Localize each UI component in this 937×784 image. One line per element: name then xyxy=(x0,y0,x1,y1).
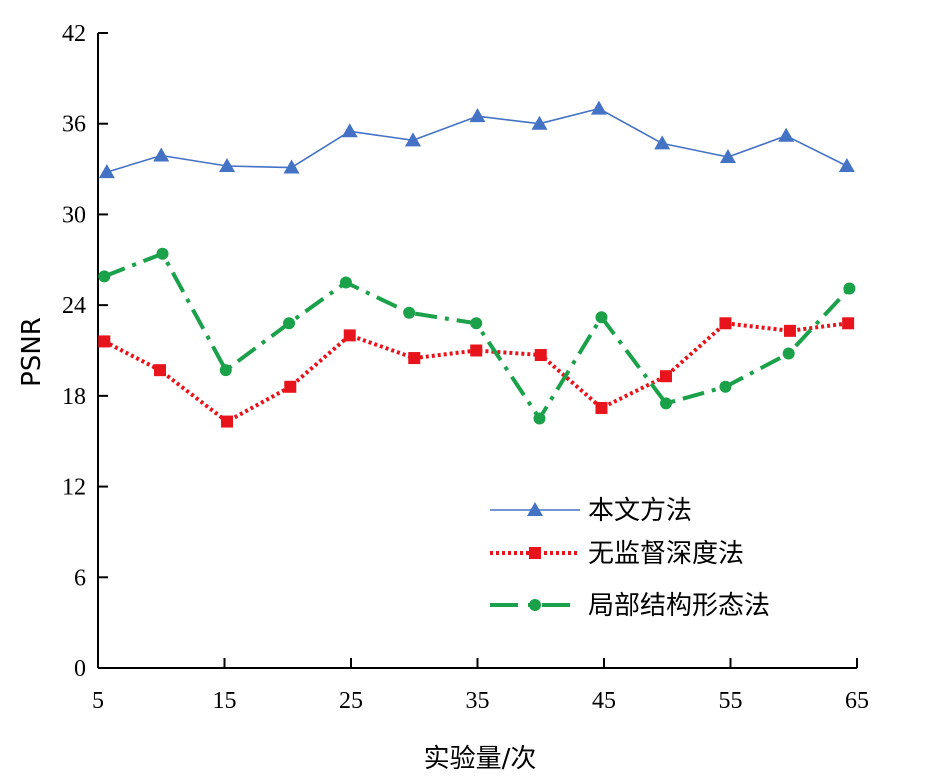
data-point xyxy=(659,397,672,410)
data-point xyxy=(719,380,732,393)
data-point xyxy=(719,148,736,163)
data-point xyxy=(98,335,111,348)
data-point xyxy=(778,127,795,142)
x-tick-label: 5 xyxy=(92,688,104,714)
data-point xyxy=(534,349,547,362)
series-layer xyxy=(98,100,856,428)
data-point xyxy=(838,158,855,173)
data-point xyxy=(654,135,671,150)
data-point xyxy=(533,412,546,425)
x-tick-label: 25 xyxy=(339,688,363,714)
data-point xyxy=(408,352,421,365)
y-tick-label: 0 xyxy=(74,656,86,682)
legend-label: 局部结构形态法 xyxy=(588,591,770,621)
y-tick-label: 36 xyxy=(62,112,86,138)
legend-item: 本文方法 xyxy=(490,496,692,526)
x-tick-label: 65 xyxy=(845,688,869,714)
data-point xyxy=(283,159,300,174)
y-tick-label: 30 xyxy=(62,202,86,228)
data-point xyxy=(98,270,111,283)
series-2 xyxy=(98,317,855,428)
legend-item: 无监督深度法 xyxy=(490,539,744,569)
data-point xyxy=(219,364,232,377)
data-point xyxy=(783,324,796,337)
legend-marker xyxy=(527,502,543,516)
legend-marker xyxy=(529,547,541,559)
data-point xyxy=(659,370,672,383)
data-point xyxy=(719,317,732,330)
data-point xyxy=(469,108,486,123)
series-line xyxy=(103,321,849,424)
data-point xyxy=(221,415,234,428)
data-point xyxy=(284,380,297,393)
data-point xyxy=(339,276,352,289)
data-point xyxy=(403,306,416,319)
legend-label: 无监督深度法 xyxy=(588,539,744,569)
data-point xyxy=(98,164,115,179)
x-axis-title: 实验量/次 xyxy=(424,744,537,774)
data-point xyxy=(470,344,483,357)
x-tick-label: 15 xyxy=(213,688,237,714)
data-point xyxy=(595,311,608,324)
data-point xyxy=(531,115,548,130)
series-line xyxy=(103,251,851,421)
y-tick-label: 12 xyxy=(62,475,86,501)
data-point xyxy=(842,317,855,330)
x-tick-label: 35 xyxy=(466,688,490,714)
data-point xyxy=(590,100,607,115)
data-point xyxy=(595,401,608,414)
data-point xyxy=(782,347,795,360)
y-axis-title: PSNR xyxy=(17,317,47,387)
x-tick-label: 55 xyxy=(719,688,743,714)
series-3 xyxy=(98,247,856,425)
data-point xyxy=(219,158,236,173)
y-tick-label: 18 xyxy=(62,384,86,410)
series-1 xyxy=(98,100,855,179)
data-point xyxy=(404,132,421,147)
data-point xyxy=(341,123,358,138)
data-point xyxy=(843,282,856,295)
legend-marker xyxy=(529,599,541,611)
legend-label: 本文方法 xyxy=(588,496,692,526)
data-point xyxy=(153,147,170,162)
legend-item: 局部结构形态法 xyxy=(490,591,770,621)
data-point xyxy=(153,364,166,377)
data-point xyxy=(156,247,169,260)
y-tick-label: 6 xyxy=(74,565,86,591)
y-tick-label: 24 xyxy=(62,293,86,319)
axes: 0 6 12 18 24 30 36 42 5 15 25 35 45 55 65 xyxy=(62,21,869,714)
data-point xyxy=(470,317,483,330)
x-tick-label: 45 xyxy=(592,688,616,714)
data-point xyxy=(283,317,296,330)
y-tick-label: 42 xyxy=(62,21,86,47)
data-point xyxy=(343,329,356,342)
